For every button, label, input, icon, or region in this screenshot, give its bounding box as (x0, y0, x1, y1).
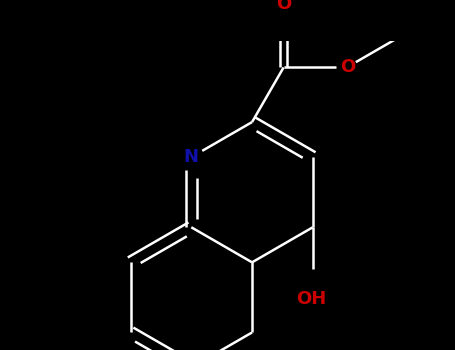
Text: O: O (276, 0, 291, 13)
Text: N: N (184, 148, 199, 166)
Text: OH: OH (296, 290, 327, 308)
Text: O: O (340, 58, 356, 76)
